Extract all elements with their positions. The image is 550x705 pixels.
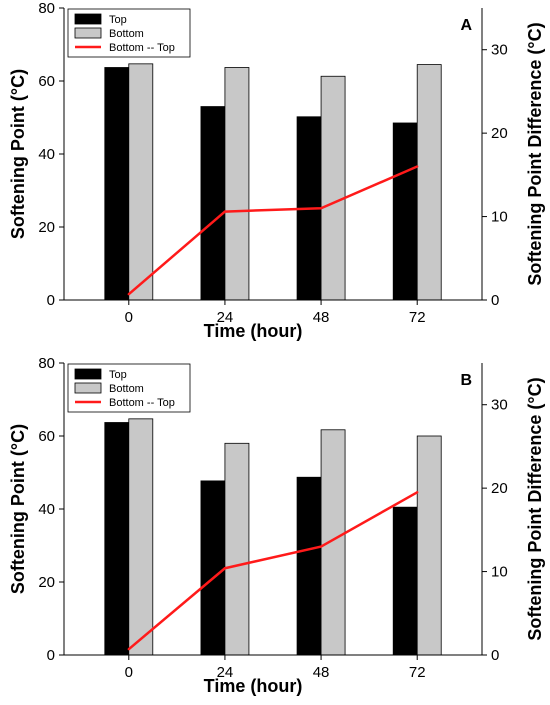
line-point-0 bbox=[127, 292, 130, 296]
y-tick-label: 60 bbox=[38, 73, 55, 90]
y2-tick-label: 10 bbox=[491, 564, 508, 581]
chart-panel-a: 0 20 40 60 80 0 10 20 30 0 24 48 72 Time (hour) Soften… bbox=[8, 0, 545, 341]
bar-bottom-72 bbox=[416, 64, 442, 301]
series-line-difference bbox=[127, 165, 418, 296]
line-point-0 bbox=[127, 647, 130, 651]
bar-bottom-48 bbox=[320, 75, 346, 301]
bar-bottom-24 bbox=[224, 67, 250, 301]
y2-axis-title: Softening Point Difference (°C) bbox=[525, 377, 545, 640]
bar-bottom-0 bbox=[128, 418, 154, 656]
bar-bottom-48 bbox=[320, 429, 346, 656]
y-tick-label: 80 bbox=[38, 355, 55, 372]
y-tick-label: 20 bbox=[38, 219, 55, 236]
x-tick-label: 0 bbox=[125, 664, 133, 681]
legend-swatch-top bbox=[74, 368, 102, 380]
line-point-72 bbox=[416, 491, 419, 494]
bar-top-0 bbox=[104, 422, 130, 656]
chart-panel-b: 0 20 40 60 80 0 10 20 30 0 24 48 72 Time (hour) Soften… bbox=[8, 355, 545, 696]
bar-bottom-72 bbox=[416, 435, 442, 656]
line-point-48 bbox=[319, 545, 323, 548]
x-tick-label: 72 bbox=[409, 309, 426, 326]
line-point-24 bbox=[223, 567, 227, 570]
bar-top-72 bbox=[392, 506, 418, 656]
bar-top-48 bbox=[296, 476, 322, 656]
y-axis-title: Softening Point (°C) bbox=[8, 69, 28, 239]
legend-label-top: Top bbox=[109, 369, 127, 381]
legend-label-top: Top bbox=[109, 14, 127, 26]
legend-label-bottom: Bottom bbox=[109, 28, 144, 40]
legend-swatch-bottom bbox=[74, 27, 102, 39]
y-tick-label: 0 bbox=[47, 292, 55, 309]
x-tick-label: 48 bbox=[313, 664, 330, 681]
y-tick-label: 80 bbox=[38, 0, 55, 17]
y2-tick-label: 20 bbox=[491, 480, 508, 497]
y2-tick-label: 10 bbox=[491, 209, 508, 226]
panel-label: A bbox=[460, 17, 472, 34]
x-tick-label: 0 bbox=[125, 309, 133, 326]
x-tick-label: 24 bbox=[217, 309, 234, 326]
y-axis-title: Softening Point (°C) bbox=[8, 424, 28, 594]
legend-swatch-bottom bbox=[74, 382, 102, 394]
y-tick-label: 40 bbox=[38, 146, 55, 163]
bar-top-24 bbox=[200, 106, 226, 301]
line-point-48 bbox=[319, 207, 323, 210]
legend-label-bottom-top: Bottom -- Top bbox=[109, 42, 175, 54]
x-axis-title: Time (hour) bbox=[204, 321, 303, 341]
y2-axis-title: Softening Point Difference (°C) bbox=[525, 22, 545, 285]
y-tick-label: 40 bbox=[38, 501, 55, 518]
series-line-difference bbox=[127, 491, 418, 651]
bar-top-0 bbox=[104, 67, 130, 301]
y2-tick-label: 0 bbox=[491, 647, 499, 664]
x-tick-label: 24 bbox=[217, 664, 234, 681]
y2-tick-label: 30 bbox=[491, 397, 508, 414]
legend-swatch-top bbox=[74, 13, 102, 25]
y-tick-label: 0 bbox=[47, 647, 55, 664]
legend-label-bottom-top: Bottom -- Top bbox=[109, 397, 175, 409]
y-tick-label: 60 bbox=[38, 428, 55, 445]
y2-tick-label: 20 bbox=[491, 125, 508, 142]
y2-tick-label: 0 bbox=[491, 292, 499, 309]
y2-tick-label: 30 bbox=[491, 42, 508, 59]
panel-label: B bbox=[460, 372, 472, 389]
x-tick-label: 48 bbox=[313, 309, 330, 326]
line-point-24 bbox=[223, 210, 227, 213]
line-point-72 bbox=[416, 165, 419, 168]
x-tick-label: 72 bbox=[409, 664, 426, 681]
legend-label-bottom: Bottom bbox=[109, 383, 144, 395]
y-tick-label: 20 bbox=[38, 574, 55, 591]
bar-bottom-0 bbox=[128, 63, 154, 301]
bar-bottom-24 bbox=[224, 442, 250, 656]
bar-top-24 bbox=[200, 480, 226, 656]
bar-top-72 bbox=[392, 122, 418, 301]
x-axis-title: Time (hour) bbox=[204, 676, 303, 696]
